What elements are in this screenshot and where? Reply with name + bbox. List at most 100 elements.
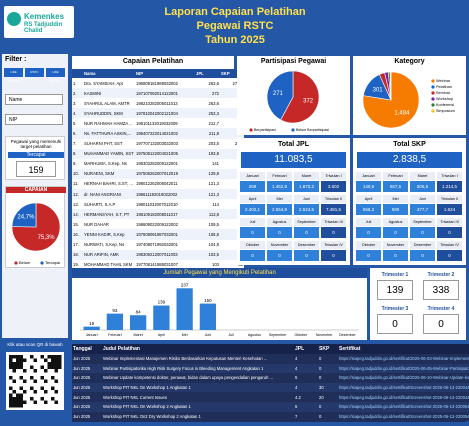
month-value: 567,5: [383, 181, 408, 192]
certificate-link[interactable]: https://siapeg.tadjuddin.go.id/sertifika…: [339, 375, 469, 381]
list-table: Tanggal Judul Pelatihan JPL SKP Sertifikat Ju…: [72, 344, 469, 422]
month-label: Triwulan I: [437, 172, 462, 180]
month-value: 477,7: [410, 204, 435, 215]
table-row: 14. HERMANSYAH, S.T, PT 198109182008011017…: [72, 209, 244, 220]
pie-slice: [11, 202, 61, 252]
table-cell: 197508262007012019: [136, 171, 178, 177]
legend-swatch: [431, 103, 435, 107]
legend-label: Tercapai: [45, 260, 60, 265]
table-cell: NUR DAHAR: [84, 221, 109, 227]
header-title: Pegawai RSTC: [196, 20, 274, 32]
dropdown[interactable]: Name: [5, 94, 63, 105]
list-header: Tanggal Judul Pelatihan JPL SKP Sertifikat: [72, 344, 469, 354]
month-label: Februari: [383, 172, 408, 180]
legend-swatch: [431, 85, 435, 89]
list-cell: Jun 2025: [73, 375, 91, 381]
qr-module: [54, 355, 58, 359]
qr-module: [54, 379, 58, 383]
jpl-panel: Total JPL 11.083,5 Januari 269 Februari 1.462…: [237, 138, 350, 265]
pie-chart: 372 271 Berpartisipasi Belum Berpartisipasi: [249, 70, 329, 132]
certificate-link[interactable]: https://siapeg.tadjuddin.go.id/sertifika…: [339, 404, 469, 410]
list-cell: Webinar Partisipatorika High Risk Surger…: [103, 365, 264, 371]
certificate-link[interactable]: https://siapeg.tadjuddin.go.id/sertifika…: [339, 394, 469, 400]
table-cell: 9.: [73, 161, 77, 167]
list-cell: 0: [319, 356, 322, 362]
qr-module: [58, 358, 62, 362]
qr-module: [58, 355, 62, 359]
chart-title: Jumlah Pegawai yang Mengikuti Pelatihan: [72, 268, 367, 278]
list-cell: 0: [319, 413, 322, 419]
qr-module: [9, 386, 13, 390]
header-cell: Judul Pelatihan: [103, 346, 140, 352]
table-cell: 18.: [73, 252, 79, 258]
month-value: 1.462,8: [267, 181, 292, 192]
qr-module: [19, 365, 23, 369]
qr-module: [51, 355, 55, 359]
qr-module: [51, 376, 55, 380]
capaian-card: CAPAIAN 75,3% 24,7% Belum Tercapai: [5, 186, 66, 268]
month-value: 0: [321, 227, 346, 238]
qr-module: [51, 365, 55, 369]
table-row: 17. NURWATI, S.Kep, Ns 197408071992032001 1…: [72, 239, 244, 250]
pie-slice: [11, 202, 37, 228]
month-value: 0: [383, 250, 408, 261]
month-label: September: [294, 218, 319, 226]
certificate-link[interactable]: https://siapeg.tadjuddin.go.id/sertifika…: [339, 365, 469, 371]
table-cell: 253,3: [208, 110, 219, 116]
table-row: 8. MUHAMMAD YAMIN, SST 197508122004021005 1…: [72, 148, 244, 159]
dropdown[interactable]: NIP: [5, 114, 63, 125]
table-row: 11. HERNAH BAHRI, S.ST, M... 1980122620060…: [72, 178, 244, 190]
table-row: 3. SYAHRUL ALAM, AMTR 198210282005011013 26…: [72, 98, 244, 109]
table-row: 5. NUR RAHMAH HAMZAH,... 19910113201903200…: [72, 118, 244, 129]
table-cell: 198011032007012010: [136, 201, 178, 207]
month-label: Agustus: [383, 218, 408, 226]
skp-panel: Total SKP 2.838,5 Januari 140,5 Februari 567,…: [353, 138, 466, 265]
month-label: Triwulan II: [437, 195, 462, 203]
table-cell: 8.: [73, 151, 77, 157]
table-cell: 7.: [73, 141, 77, 147]
certificate-link[interactable]: https://siapeg.tadjuddin.go.id/sertifika…: [339, 356, 469, 362]
month-value: 0: [356, 250, 381, 261]
table-cell: 17.: [73, 242, 79, 248]
trimester-value: 0: [377, 314, 413, 334]
target-value: 159: [16, 161, 56, 177]
qr-module: [19, 397, 23, 401]
table-cell: 3.: [73, 100, 77, 106]
bar: [176, 288, 193, 330]
month-label: April: [240, 195, 265, 203]
training-list: Tanggal Judul Pelatihan JPL SKP Sertifikat Ju…: [72, 344, 469, 422]
logo: Kemenkes RS Tadjuddin Chalid: [4, 6, 74, 38]
month-label: Juni: [410, 195, 435, 203]
x-tick-label: September: [269, 333, 287, 337]
qr-module: [54, 358, 58, 362]
table-cell: 141: [212, 161, 219, 167]
filter-button[interactable]: LIFE BREATH: [46, 68, 65, 83]
qr-module: [12, 397, 16, 401]
certificate-link[interactable]: https://siapeg.tadjuddin.go.id/sertifika…: [339, 385, 469, 391]
bar-label: 84: [136, 309, 142, 314]
month-value: 0: [437, 227, 462, 238]
bar-label: 93: [112, 308, 118, 313]
legend-label: Pelatihan: [436, 85, 452, 89]
filter-button[interactable]: RSTC: [25, 68, 44, 77]
list-cell: Workshop PIT NKL Current Issues: [103, 394, 167, 400]
month-label: Februari: [267, 172, 292, 180]
month-label: Agustus: [267, 218, 292, 226]
certificate-link[interactable]: https://siapeg.tadjuddin.go.id/sertifika…: [339, 413, 469, 419]
month-label: Januari: [356, 172, 381, 180]
qr-module: [12, 355, 16, 359]
qr-module: [23, 358, 27, 362]
month-value: 1.214,5: [437, 181, 462, 192]
panel-title: Total JPL: [278, 141, 309, 148]
table-cell: 203,5: [208, 141, 219, 147]
qr-module: [30, 376, 34, 380]
qr-module: [33, 400, 37, 404]
table-cell: 193,8: [208, 151, 219, 157]
list-cell: 4: [295, 365, 298, 371]
x-tick-label: Juni: [205, 333, 212, 337]
qr-module: [44, 390, 48, 394]
table-row: 9. MARHUMA, S.Kep, Ns 198303282009122001 14…: [72, 158, 244, 169]
qr-module: [30, 355, 34, 359]
filter-button[interactable]: LIFE BREATH: [4, 68, 23, 83]
x-tick-label: Januari: [86, 333, 98, 337]
